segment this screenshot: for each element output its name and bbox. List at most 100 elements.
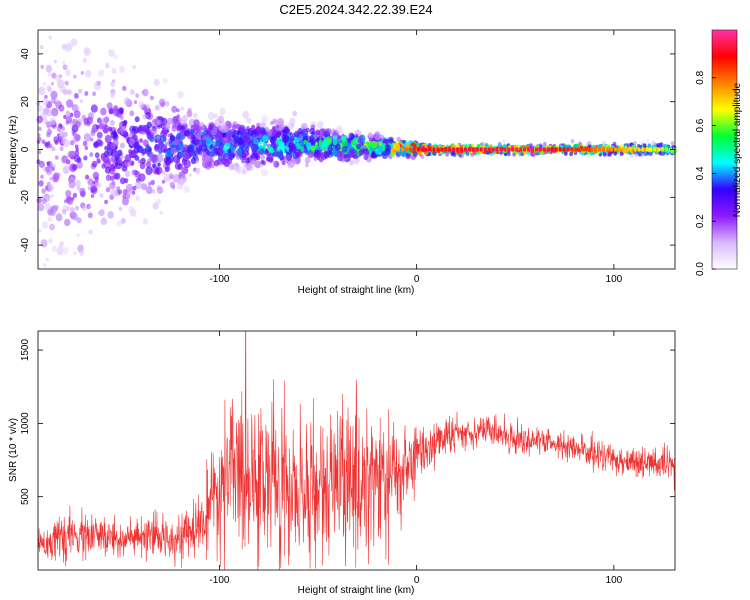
spectrogram-ridge-cell — [602, 147, 605, 152]
spectrogram-cell — [88, 229, 93, 235]
spectrogram-cell — [358, 149, 364, 156]
spectrogram-cell — [158, 139, 163, 146]
spectrogram-cell — [303, 139, 308, 145]
spectrogram-cell — [177, 125, 182, 131]
spectrogram-cell — [195, 125, 203, 134]
spectrogram-cell — [318, 155, 324, 163]
spectrogram-cell — [153, 78, 160, 86]
spectrogram-cell — [157, 162, 161, 167]
spectrogram-cell — [84, 145, 89, 151]
spectrogram-cell — [670, 141, 675, 146]
spectrogram-cell — [262, 135, 268, 143]
spectrogram-cell — [66, 99, 74, 108]
spectrogram-ridge-cell — [582, 147, 586, 152]
spectrogram-cell — [96, 117, 102, 124]
spectrogram-cell — [58, 243, 63, 249]
spectrogram-cell — [180, 167, 184, 172]
spectrogram-cell — [642, 143, 647, 148]
spectrogram-cell — [118, 207, 122, 211]
spectrogram-y-tick-label: 20 — [20, 96, 31, 108]
spectrogram-cell — [293, 137, 300, 144]
spectrogram-cell — [39, 44, 44, 50]
spectrogram-cell — [150, 179, 155, 186]
spectrogram-cell — [67, 89, 72, 95]
spectrogram-cell — [48, 238, 53, 244]
spectrogram-cell — [113, 165, 117, 170]
spectrogram-cell — [36, 197, 42, 204]
spectrogram-cell — [202, 156, 206, 161]
spectrogram-cell — [110, 189, 118, 198]
spectrogram-cell — [92, 171, 100, 180]
spectrogram-cell — [76, 233, 80, 237]
spectrogram-cell — [40, 64, 44, 70]
spectrogram-cell — [142, 218, 148, 225]
spectrogram-cell — [91, 127, 96, 134]
spectrogram-ridge-cell — [483, 147, 487, 152]
spectrogram-cell — [108, 126, 113, 132]
spectrogram-ridge-cell — [542, 147, 546, 152]
spectrogram-cell — [50, 90, 58, 100]
spectrogram-cell — [154, 104, 161, 112]
spectrogram-cell — [531, 152, 536, 158]
spectrogram-cell — [48, 143, 53, 149]
snr-x-tick-label: 0 — [414, 575, 420, 586]
spectrogram-cell — [305, 127, 310, 133]
spectrogram-cell — [244, 157, 251, 164]
spectrogram-cell — [100, 107, 107, 116]
snr-y-axis-title: SNR (10 * v/v) — [8, 418, 19, 482]
spectrogram-cell — [164, 166, 170, 173]
spectrogram-cell — [228, 162, 235, 171]
spectrogram-cell — [315, 141, 319, 146]
spectrogram-cell — [656, 143, 661, 148]
spectrogram-cell — [187, 107, 192, 113]
spectrogram-cell — [85, 70, 92, 78]
spectrogram-cell — [150, 95, 154, 101]
spectrogram-cell — [104, 145, 108, 151]
spectrogram-cell — [156, 198, 161, 204]
spectrogram-cell — [83, 117, 89, 125]
spectrogram-cell — [234, 150, 239, 157]
snr-x-axis-title: Height of straight line (km) — [298, 585, 415, 596]
spectrogram-cell — [63, 114, 67, 119]
spectrogram-ridge-cell — [400, 147, 404, 152]
spectrogram-cell — [272, 145, 278, 152]
spectrogram-cell — [241, 165, 249, 174]
spectrogram-cell — [322, 139, 330, 148]
spectrogram-cell — [276, 117, 285, 127]
spectrogram-cell — [95, 124, 100, 130]
spectrogram-cell — [194, 119, 198, 124]
spectrogram-cell — [236, 130, 241, 135]
spectrogram-cell — [111, 89, 115, 94]
spectrogram-cell — [176, 132, 181, 139]
spectrogram-ridge-cell — [546, 147, 550, 152]
spectrogram-cell — [170, 134, 176, 141]
snr-x-tick-label: 100 — [606, 575, 623, 586]
spectrogram-cell — [55, 155, 59, 160]
spectrogram-cell — [44, 141, 49, 147]
spectrogram-cell — [282, 161, 286, 166]
spectrogram-cell — [53, 59, 57, 64]
spectrogram-cell — [152, 117, 160, 127]
spectrogram-cell — [150, 127, 157, 136]
spectrogram-ridge-cell — [471, 147, 475, 152]
spectrogram-cell — [105, 62, 110, 69]
spectrogram-cell — [278, 141, 285, 149]
spectrogram-y-tick-label: 40 — [20, 48, 31, 60]
spectrogram-cell — [275, 139, 280, 145]
spectrogram-cell — [138, 159, 142, 164]
spectrogram-cell — [79, 99, 83, 104]
spectrogram-cell — [90, 104, 98, 113]
spectrogram-cell — [46, 84, 52, 91]
spectrogram-cell — [91, 160, 98, 168]
spectrogram-cell — [45, 121, 51, 128]
spectrogram-cell — [133, 100, 138, 105]
spectrogram-cell — [147, 181, 152, 186]
spectrogram-cell — [248, 139, 254, 147]
spectrogram-cell — [260, 168, 268, 177]
spectrogram-cell — [38, 150, 42, 155]
spectrogram-cell — [118, 65, 125, 73]
spectrogram-cell — [205, 137, 212, 145]
spectrogram-cell — [167, 133, 171, 138]
spectrogram-cell — [251, 150, 255, 155]
